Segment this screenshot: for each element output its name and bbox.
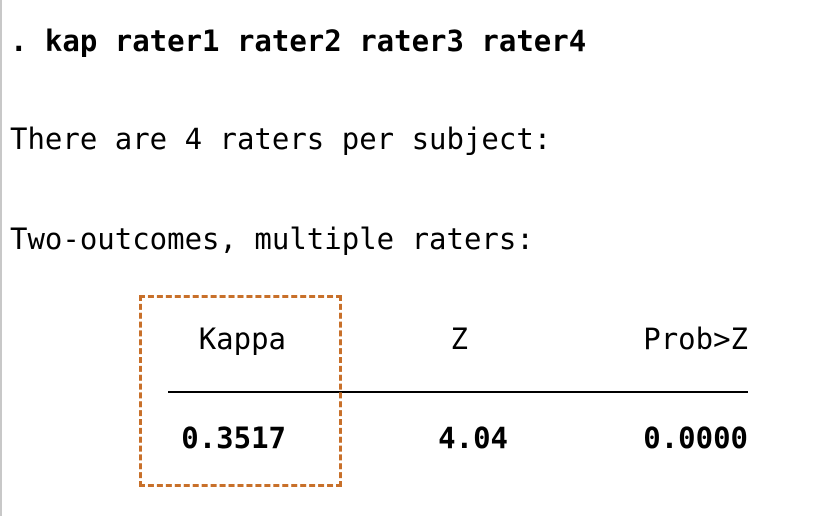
value-kappa: 0.3517 (181, 421, 286, 455)
kappa-highlight-box (139, 295, 342, 487)
table-divider (168, 391, 748, 393)
header-z: Z (450, 322, 468, 356)
header-prob-z: Prob>Z (643, 322, 748, 356)
header-kappa: Kappa (198, 322, 286, 356)
section-heading: Two-outcomes, multiple raters: (10, 222, 534, 256)
window-left-border (0, 0, 2, 516)
value-z: 4.04 (438, 421, 508, 455)
command-line: . kap rater1 rater2 rater3 rater4 (10, 24, 587, 58)
value-prob-z: 0.0000 (643, 421, 748, 455)
raters-message: There are 4 raters per subject: (10, 122, 552, 156)
